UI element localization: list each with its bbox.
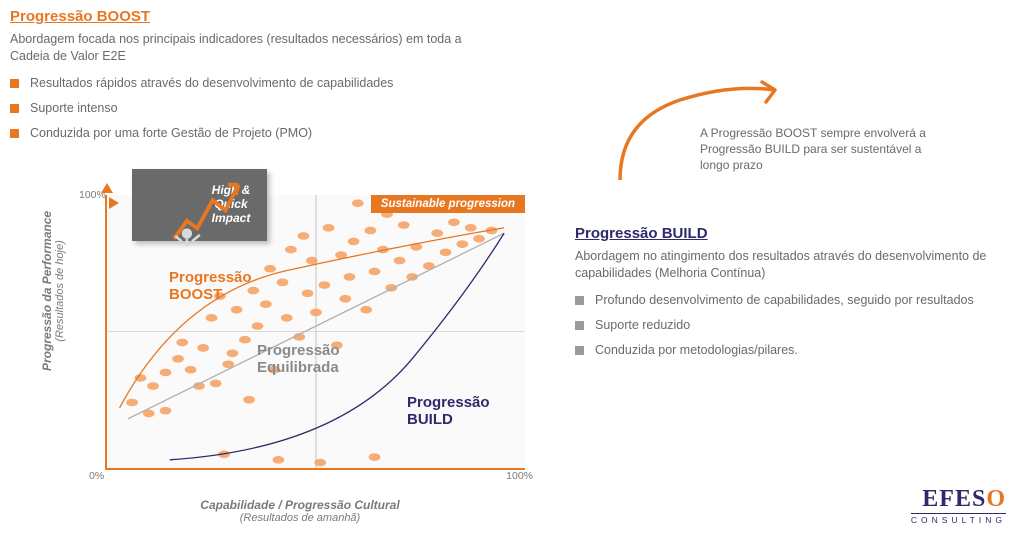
build-section: Progressão BUILD Abordagem no atingiment… — [575, 225, 995, 366]
build-bullet: Conduzida por metodologias/pilares. — [575, 342, 995, 359]
boost-subtitle: Abordagem focada nos principais indicado… — [10, 31, 490, 65]
chart-label-equilibrada: Progressão Equilibrada — [257, 343, 397, 376]
x-axis-label: Capabilidade / Progressão Cultural (Resu… — [200, 498, 399, 524]
logo-subtext: CONSULTING — [911, 513, 1006, 525]
build-bullet: Profundo desenvolvimento de capabilidade… — [575, 292, 995, 309]
x-axis-main: Capabilidade / Progressão Cultural — [200, 498, 399, 512]
efeso-logo: EFESO CONSULTING — [911, 486, 1006, 525]
impact-card: High & Quick Impact — [132, 169, 267, 241]
chart-plot-area: 0% 100% 100% Sustainable progression Hig… — [105, 195, 525, 470]
tick-zero: 0% — [89, 470, 104, 482]
chart-label-boost: Progressão BOOST — [169, 270, 289, 303]
boost-bullet: Resultados rápidos através do desenvolvi… — [10, 75, 490, 92]
chart-label-build: Progressão BUILD — [407, 395, 527, 428]
y-axis-sub: (Resultados de hoje) — [54, 211, 66, 371]
build-subtitle: Abordagem no atingimento dos resultados … — [575, 248, 995, 282]
x-axis-sub: (Resultados de amanhã) — [200, 512, 399, 524]
y-axis-main: Progressão da Performance — [40, 211, 54, 371]
build-bullets: Profundo desenvolvimento de capabilidade… — [575, 292, 995, 359]
build-title: Progressão BUILD — [575, 225, 995, 242]
sustainable-badge: Sustainable progression — [371, 195, 525, 213]
boost-bullets: Resultados rápidos através do desenvolvi… — [10, 75, 490, 142]
progression-chart: Progressão da Performance (Resultados de… — [50, 180, 550, 520]
boost-bullet: Conduzida por uma forte Gestão de Projet… — [10, 125, 490, 142]
tick-x100: 100% — [506, 470, 533, 482]
arrow-note: A Progressão BOOST sempre envolverá a Pr… — [700, 125, 940, 174]
boost-title: Progressão BOOST — [10, 8, 490, 25]
logo-text: EFESO — [911, 486, 1006, 513]
boost-section: Progressão BOOST Abordagem focada nos pr… — [10, 8, 490, 149]
impact-chart-icon — [140, 177, 275, 249]
y-axis-label: Progressão da Performance (Resultados de… — [40, 211, 66, 371]
boost-bullet: Suporte intenso — [10, 100, 490, 117]
build-bullet: Suporte reduzido — [575, 317, 995, 334]
